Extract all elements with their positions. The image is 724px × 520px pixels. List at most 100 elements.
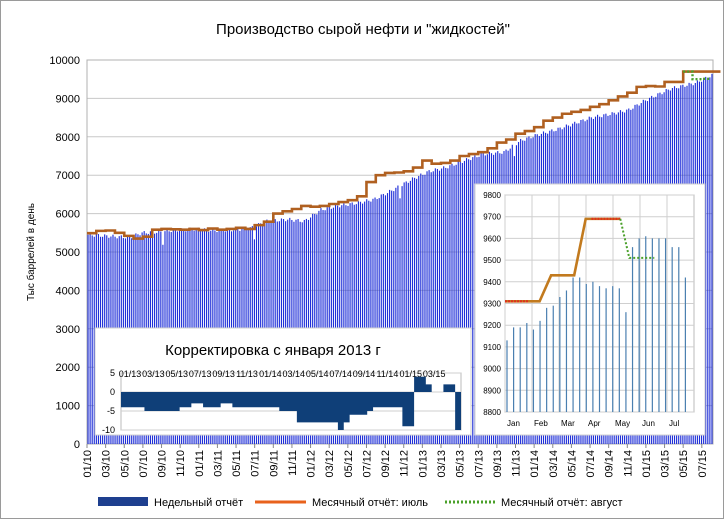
y-tick-label: 5000	[56, 247, 80, 259]
weekly-bar	[707, 78, 709, 444]
weekly-bar	[413, 177, 416, 444]
weekly-bar	[351, 202, 353, 444]
weekly-bar	[376, 199, 378, 444]
x-tick-label: 11/13	[511, 450, 523, 477]
y-tick-label: 4000	[56, 285, 80, 297]
weekly-bar	[395, 187, 397, 445]
x-tick-label: 05/10	[119, 450, 131, 478]
weekly-bar	[441, 168, 443, 445]
weekly-bar	[409, 180, 411, 444]
x-tick-label: 07/10	[138, 450, 150, 478]
zoom-x-tick: Jan	[507, 419, 520, 428]
weekly-bar	[341, 205, 343, 444]
correction-y-tick: -5	[107, 406, 115, 416]
x-tick-label: 11/14	[622, 450, 634, 477]
weekly-bar	[405, 181, 407, 445]
correction-title: Корректировка с января 2013 г	[165, 342, 381, 359]
weekly-bar	[386, 193, 389, 444]
weekly-bar	[320, 208, 322, 444]
correction-y-tick: 0	[110, 387, 115, 397]
monthly-august-line	[683, 70, 712, 81]
zoom-y-tick: 9400	[483, 278, 501, 287]
correction-x-tick: 05/14	[306, 369, 329, 379]
y-axis-label: Тыс баррелей в день	[25, 203, 37, 301]
zoom-y-tick: 9300	[483, 300, 501, 309]
correction-x-tick: 07/13	[189, 369, 212, 379]
correction-x-tick: 05/13	[166, 369, 189, 379]
zoom-y-tick: 9700	[483, 213, 501, 222]
weekly-bar	[389, 189, 391, 444]
weekly-bar	[472, 157, 474, 444]
x-tick-label: 03/12	[324, 450, 336, 478]
x-tick-label: 01/15	[641, 450, 653, 478]
x-tick-label: 11/11	[287, 450, 299, 476]
weekly-bar	[457, 161, 459, 444]
x-tick-label: 09/13	[492, 450, 504, 478]
weekly-bar	[334, 204, 337, 444]
weekly-bar	[470, 160, 472, 444]
weekly-bar	[337, 205, 339, 444]
zoom-x-tick: Apr	[588, 419, 601, 428]
x-tick-label: 03/15	[660, 450, 672, 478]
weekly-bar	[343, 203, 345, 444]
weekly-bar	[361, 203, 364, 444]
weekly-bar	[326, 207, 328, 444]
weekly-bar	[428, 170, 430, 445]
x-tick-label: 09/12	[380, 450, 392, 478]
x-tick-label: 01/13	[417, 450, 429, 478]
y-tick-label: 3000	[56, 324, 80, 336]
weekly-bar	[418, 175, 420, 444]
correction-x-tick: 09/13	[212, 369, 235, 379]
zoom-y-tick: 9200	[483, 321, 501, 330]
x-tick-label: 07/12	[361, 450, 373, 478]
weekly-bar	[324, 210, 326, 444]
correction-x-tick: 07/14	[329, 369, 352, 379]
weekly-bar	[459, 161, 461, 444]
monthly-july-line	[87, 70, 721, 240]
x-tick-label: 07/13	[473, 450, 485, 478]
correction-x-tick: 01/14	[259, 369, 282, 379]
weekly-bar	[370, 201, 372, 444]
y-tick-label: 8000	[56, 132, 80, 144]
correction-x-tick: 09/14	[353, 369, 376, 379]
zoom-y-tick: 9600	[483, 234, 501, 243]
weekly-bar	[87, 234, 89, 444]
weekly-bar	[451, 163, 453, 444]
x-tick-label: 03/11	[212, 450, 224, 477]
y-tick-label: 0	[74, 439, 80, 451]
weekly-bar	[330, 208, 332, 444]
weekly-bar	[430, 172, 432, 445]
x-tick-label: 09/11	[268, 450, 280, 477]
weekly-bar	[461, 163, 463, 444]
x-tick-label: 11/10	[175, 450, 187, 477]
correction-x-tick: 11/14	[376, 369, 398, 379]
weekly-bar	[328, 206, 330, 444]
weekly-bar	[436, 168, 439, 444]
zoom-y-tick: 8800	[483, 408, 501, 417]
x-tick-label: 01/11	[194, 450, 206, 477]
weekly-bar	[403, 182, 405, 444]
x-tick-label: 01/10	[82, 450, 94, 478]
weekly-bar	[93, 236, 95, 444]
weekly-bar	[705, 76, 707, 445]
legend-label-july: Месячный отчёт: июль	[312, 497, 428, 509]
correction-y-tick: -10	[102, 425, 115, 435]
correction-x-tick: 01/13	[119, 369, 142, 379]
zoom-august-line	[619, 218, 655, 259]
weekly-bar	[424, 174, 426, 444]
correction-area	[121, 376, 461, 430]
weekly-bar	[399, 198, 401, 444]
weekly-bar	[355, 204, 357, 444]
zoom-y-tick: 9500	[483, 256, 501, 265]
zoom-x-tick: Mar	[561, 419, 575, 428]
weekly-bar	[374, 197, 376, 444]
weekly-bar	[357, 201, 359, 444]
legend-swatch-weekly	[98, 497, 148, 506]
legend-label-august: Месячный отчёт: август	[501, 497, 623, 509]
x-tick-label: 05/13	[455, 450, 467, 478]
weekly-bar	[347, 205, 349, 444]
zoom-x-tick: May	[615, 419, 630, 428]
x-tick-label: 07/15	[697, 450, 709, 478]
